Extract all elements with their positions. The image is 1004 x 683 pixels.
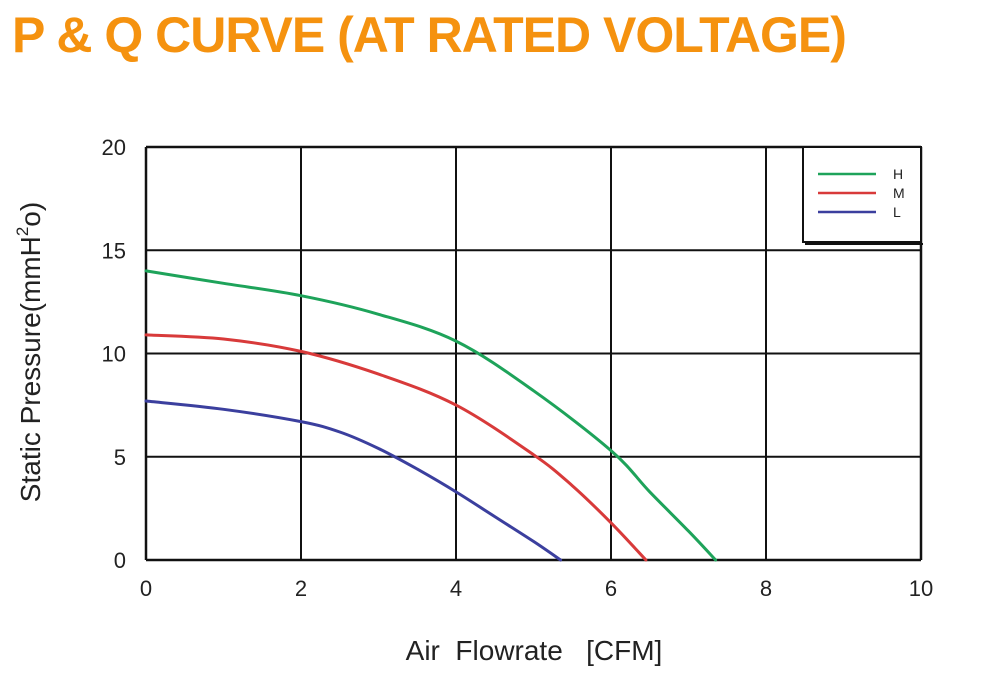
legend-box: [802, 146, 922, 243]
y-axis-title-main: Static Pressure(mmH: [15, 236, 46, 502]
series-line-M: [144, 333, 648, 562]
legend-label-H: H: [893, 166, 903, 182]
x-tick-label: 0: [140, 576, 152, 601]
legend: HML: [802, 146, 923, 245]
legend-label-L: L: [893, 204, 901, 220]
y-tick-label: 15: [102, 238, 126, 263]
x-tick-label: 2: [295, 576, 307, 601]
legend-label-M: M: [893, 185, 905, 201]
grid: [144, 145, 923, 562]
y-tick-label: 20: [102, 135, 126, 160]
page-title: P & Q CURVE (AT RATED VOLTAGE): [12, 7, 847, 63]
x-tick-label: 8: [760, 576, 772, 601]
x-tick-label: 4: [450, 576, 462, 601]
series-lines: [144, 269, 718, 562]
tick-labels: 0 2 4 6 8 10 0 5 10 15 20: [102, 135, 934, 601]
y-axis-title-tail: o): [15, 202, 46, 227]
x-tick-label: 10: [909, 576, 933, 601]
y-tick-label: 5: [114, 445, 126, 470]
y-tick-label: 10: [102, 342, 126, 367]
y-axis-title: Static Pressure(mmH2o): [13, 202, 46, 502]
x-tick-label: 6: [605, 576, 617, 601]
y-axis-title-superscript: 2: [13, 227, 32, 236]
series-line-L: [144, 399, 563, 562]
x-axis-title: Air Flowrate [CFM]: [406, 635, 663, 666]
series-line-H: [144, 269, 718, 562]
y-tick-label: 0: [114, 548, 126, 573]
